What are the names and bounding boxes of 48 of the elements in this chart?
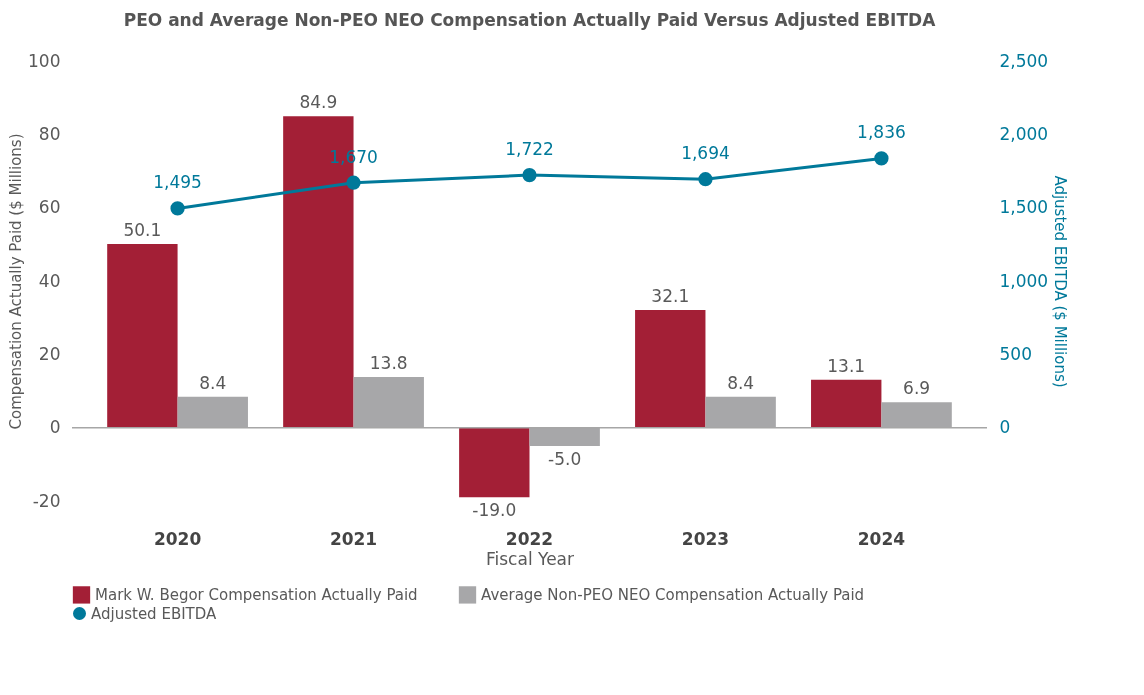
y-tick-label: 40 bbox=[38, 270, 61, 291]
x-tick-label: 2021 bbox=[329, 528, 378, 549]
x-tick-label: 2023 bbox=[681, 528, 730, 549]
y2-tick-label: 1,500 bbox=[999, 197, 1049, 218]
y2-axis-title: Adjusted EBITDA ($ Millions) bbox=[1051, 175, 1070, 388]
data-label: 1,694 bbox=[681, 143, 730, 164]
y2-tick-label: 500 bbox=[999, 343, 1032, 364]
bar bbox=[811, 379, 882, 428]
legend-label: Mark W. Begor Compensation Actually Paid bbox=[95, 585, 418, 604]
point bbox=[874, 151, 889, 166]
y-tick-label: 100 bbox=[28, 50, 61, 71]
data-label: 1,495 bbox=[153, 172, 202, 193]
x-tick-label: 2022 bbox=[505, 528, 554, 549]
data-label: 84.9 bbox=[299, 92, 338, 113]
y2-tick-label: 1,000 bbox=[999, 270, 1049, 291]
point bbox=[522, 167, 537, 183]
y2-tick-label: 2,000 bbox=[999, 123, 1049, 144]
bar bbox=[459, 427, 530, 498]
y2-tick-label: 2,500 bbox=[999, 50, 1049, 71]
data-label: 8.4 bbox=[199, 372, 227, 393]
chart-title: PEO and Average Non-PEO NEO Compensation Actually Paid Versus Adjusted EBITDA bbox=[123, 10, 937, 30]
data-label: -5.0 bbox=[548, 449, 582, 469]
y-tick-label: 0 bbox=[49, 417, 61, 438]
data-label: 6.9 bbox=[903, 378, 931, 399]
y-tick-label: 20 bbox=[38, 343, 61, 364]
data-label: 32.1 bbox=[651, 285, 690, 306]
data-label: 13.1 bbox=[827, 355, 866, 376]
y-tick-label: 60 bbox=[38, 197, 61, 218]
y-tick-label: -20 bbox=[32, 490, 61, 511]
data-label: 50.1 bbox=[123, 219, 162, 240]
point bbox=[170, 201, 185, 216]
x-tick-label: 2020 bbox=[153, 528, 202, 549]
bar bbox=[107, 243, 178, 428]
y-axis-title: Compensation Actually Paid ($ Millions) bbox=[7, 133, 26, 430]
legend-label: Adjusted EBITDA bbox=[91, 604, 218, 623]
data-label: 13.8 bbox=[369, 353, 408, 374]
data-label: 1,722 bbox=[505, 139, 554, 160]
x-axis-title: Fiscal Year bbox=[485, 548, 575, 569]
legend-label: Average Non-PEO NEO Compensation Actually Paid bbox=[481, 585, 865, 604]
point bbox=[698, 172, 713, 187]
data-label: 1,836 bbox=[857, 122, 906, 143]
point bbox=[346, 175, 361, 190]
bar bbox=[635, 309, 706, 428]
y-tick-label: 80 bbox=[38, 123, 61, 144]
y2-tick-label: 0 bbox=[999, 417, 1011, 438]
data-label: -19.0 bbox=[472, 500, 517, 521]
x-tick-label: 2024 bbox=[857, 528, 906, 549]
data-label: 8.4 bbox=[727, 372, 755, 393]
